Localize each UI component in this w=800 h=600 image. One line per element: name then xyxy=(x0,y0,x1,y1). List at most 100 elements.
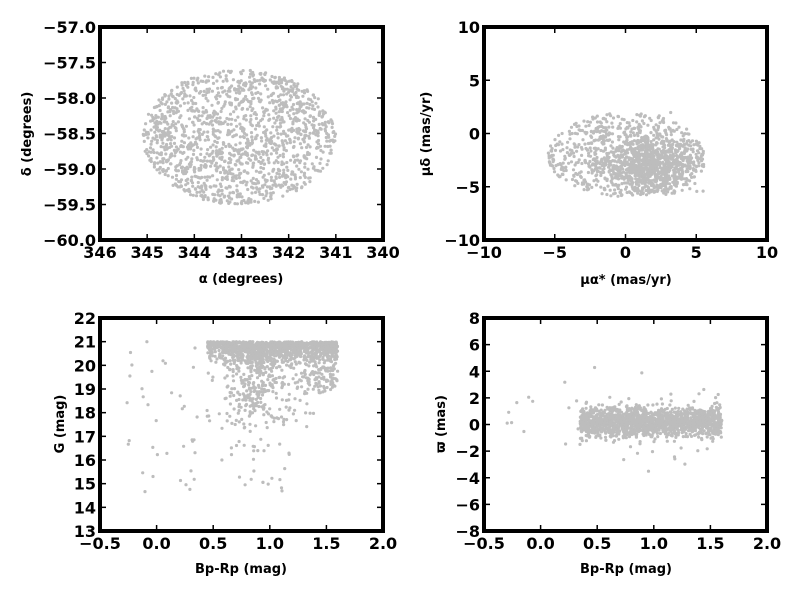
scatter-point xyxy=(270,74,274,79)
scatter-point xyxy=(641,147,645,152)
scatter-point xyxy=(140,387,144,391)
scatter-point xyxy=(240,355,245,359)
scatter-point xyxy=(210,119,214,123)
scatter-point xyxy=(144,122,148,126)
scatter-point xyxy=(151,474,155,479)
scatter-point xyxy=(551,157,555,161)
scatter-point xyxy=(254,113,258,117)
scatter-point xyxy=(592,179,596,183)
scatter-point xyxy=(661,119,665,123)
scatter-point xyxy=(161,96,165,100)
scatter-point xyxy=(680,188,684,192)
scatter-point xyxy=(274,176,278,180)
scatter-point xyxy=(173,97,177,101)
scatter-point xyxy=(611,116,616,120)
color-magnitude-x-tick-label: 0.0 xyxy=(142,534,170,553)
scatter-point xyxy=(178,478,183,483)
scatter-point xyxy=(281,152,285,156)
scatter-point xyxy=(622,131,626,135)
scatter-point xyxy=(561,148,565,152)
scatter-point xyxy=(186,108,190,112)
scatter-point xyxy=(274,148,278,152)
scatter-point xyxy=(293,136,297,140)
scatter-point xyxy=(656,171,660,175)
scatter-point xyxy=(308,145,312,149)
scatter-point xyxy=(157,98,161,102)
scatter-point xyxy=(691,147,695,151)
scatter-point xyxy=(690,175,694,179)
scatter-point xyxy=(142,139,146,143)
scatter-point xyxy=(303,354,307,358)
scatter-point xyxy=(295,111,299,115)
scatter-point xyxy=(155,156,159,160)
scatter-point xyxy=(695,189,699,193)
scatter-point xyxy=(311,411,316,415)
scatter-point xyxy=(277,103,281,107)
scatter-point xyxy=(662,143,667,147)
scatter-point xyxy=(266,149,270,153)
scatter-point xyxy=(220,188,224,193)
scatter-point xyxy=(183,80,187,85)
scatter-point xyxy=(324,350,328,354)
scatter-point xyxy=(250,153,254,158)
scatter-point xyxy=(202,120,206,124)
scatter-point xyxy=(652,186,656,190)
scatter-point xyxy=(170,175,175,179)
scatter-point xyxy=(672,168,676,172)
scatter-point xyxy=(190,105,194,109)
scatter-point xyxy=(257,355,262,359)
scatter-point xyxy=(260,387,264,391)
scatter-point xyxy=(291,102,296,107)
scatter-point xyxy=(199,159,203,163)
scatter-point xyxy=(654,123,658,127)
scatter-point xyxy=(298,142,302,146)
scatter-point xyxy=(688,166,692,170)
scatter-point xyxy=(282,89,286,93)
scatter-point xyxy=(522,429,526,434)
scatter-point xyxy=(282,76,286,80)
scatter-point xyxy=(211,354,215,358)
scatter-point xyxy=(290,362,294,366)
scatter-point xyxy=(218,164,222,168)
scatter-point xyxy=(191,120,195,124)
scatter-point xyxy=(329,151,333,155)
scatter-point xyxy=(664,156,669,160)
scatter-point xyxy=(295,182,299,186)
scatter-point xyxy=(316,97,320,101)
scatter-point xyxy=(171,105,175,110)
scatter-point xyxy=(194,194,199,198)
scatter-point xyxy=(154,419,158,423)
scatter-point xyxy=(686,161,690,165)
scatter-point xyxy=(599,134,603,139)
scatter-point xyxy=(160,138,164,142)
scatter-point xyxy=(254,364,258,368)
scatter-point xyxy=(226,69,231,73)
sky-position-x-label: α (degrees) xyxy=(199,272,284,287)
scatter-point xyxy=(278,125,282,129)
scatter-point xyxy=(631,187,635,191)
scatter-point xyxy=(282,162,286,166)
scatter-point xyxy=(169,142,173,146)
scatter-point xyxy=(156,122,160,126)
scatter-point xyxy=(632,166,637,170)
scatter-point xyxy=(602,162,606,166)
scatter-point xyxy=(163,361,167,365)
scatter-point xyxy=(273,99,277,103)
scatter-point xyxy=(170,152,174,156)
scatter-point xyxy=(279,84,283,88)
scatter-point xyxy=(180,165,184,170)
scatter-point xyxy=(203,175,207,179)
scatter-point xyxy=(192,76,196,80)
scatter-point xyxy=(288,406,292,410)
scatter-point xyxy=(660,152,664,156)
color-magnitude-y-tick-label: 13 xyxy=(74,522,96,541)
scatter-point xyxy=(232,387,237,391)
scatter-point xyxy=(282,168,286,172)
scatter-point xyxy=(149,142,153,146)
scatter-point xyxy=(262,125,266,129)
scatter-point xyxy=(201,195,205,199)
scatter-point xyxy=(573,145,577,149)
scatter-point xyxy=(307,134,311,138)
scatter-point xyxy=(296,130,301,134)
scatter-point xyxy=(305,88,309,92)
